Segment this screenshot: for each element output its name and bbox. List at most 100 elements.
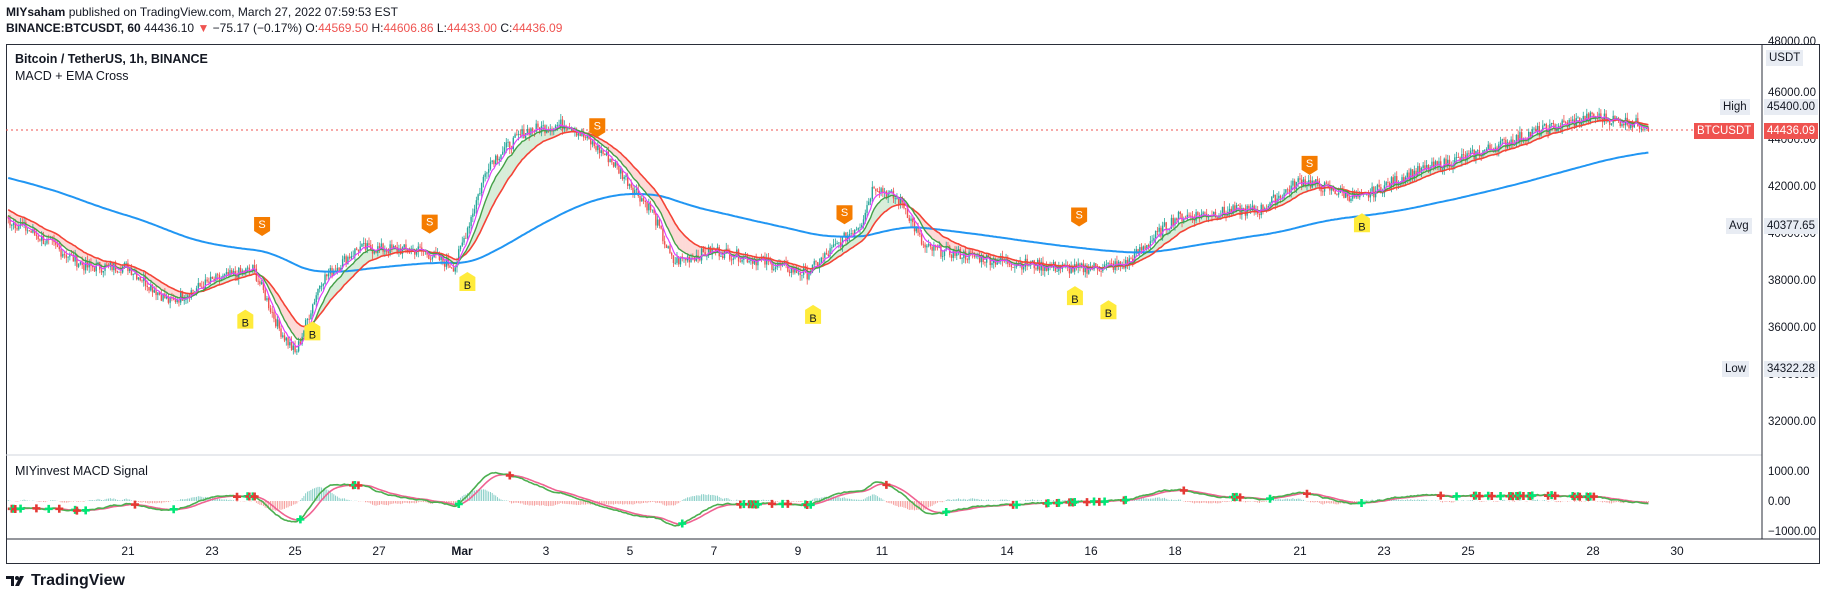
ema-cloud <box>45 229 47 237</box>
candle-body <box>1056 271 1058 272</box>
candle-body <box>1499 140 1502 145</box>
candle-body <box>760 258 763 260</box>
ema-cloud <box>874 206 876 225</box>
macd-indicator-title[interactable]: MIYinvest MACD Signal <box>15 464 148 478</box>
candle-body <box>864 212 866 220</box>
candle-body <box>736 249 738 258</box>
candle-body <box>157 292 159 296</box>
ema-cloud <box>490 183 493 211</box>
macd-cross-marker <box>1551 491 1560 500</box>
candle-body <box>463 237 465 243</box>
candle-body <box>69 254 71 257</box>
candle-body <box>667 246 669 249</box>
macd-cross-marker <box>32 504 41 513</box>
candle-body <box>700 248 703 261</box>
ema-cloud <box>638 171 641 187</box>
ema-cloud <box>1174 226 1177 237</box>
svg-text:B: B <box>1358 221 1365 233</box>
candle-body <box>172 298 175 300</box>
candle-body <box>340 267 342 271</box>
candle-body <box>1063 264 1065 266</box>
candle-body <box>1600 113 1602 118</box>
candle-body <box>1248 205 1250 209</box>
ema-cloud <box>881 198 883 216</box>
candle-body <box>1468 153 1470 155</box>
buy-signal-marker: B <box>1066 286 1083 306</box>
candle-body <box>130 268 133 276</box>
candle-body <box>546 130 548 134</box>
candle-body <box>732 258 734 260</box>
candle-body <box>384 250 386 252</box>
candle-body <box>211 276 214 279</box>
candle-body <box>1520 132 1523 141</box>
candle-body <box>287 337 289 346</box>
candle-body <box>403 244 405 248</box>
tradingview-logo[interactable]: TradingView <box>6 572 125 590</box>
candle-body <box>1422 165 1424 169</box>
candle-body <box>466 228 469 239</box>
symbol-line: BINANCE:BTCUSDT, 60 44436.10 ▼ −75.17 (−… <box>6 20 562 36</box>
candle-body <box>517 134 520 135</box>
ema-cloud <box>69 243 72 252</box>
candle-body <box>658 219 661 226</box>
ema-cloud <box>367 249 370 263</box>
candle-body <box>1545 123 1548 130</box>
candle-body <box>375 252 377 254</box>
ema-cloud <box>379 248 382 258</box>
candle-body <box>766 258 768 265</box>
candle-body <box>665 244 668 249</box>
candle-body <box>333 270 335 276</box>
candle-body <box>174 298 177 303</box>
ema-cloud <box>349 264 352 280</box>
time-tick: 25 <box>1461 544 1475 558</box>
macd-cross-marker <box>1475 492 1484 501</box>
ema-cloud <box>152 276 155 284</box>
candle-body <box>813 261 815 265</box>
candle-body <box>690 257 692 263</box>
candle-body <box>1501 139 1504 141</box>
candle-body <box>231 270 233 274</box>
candle-body <box>516 134 518 136</box>
currency-label[interactable]: USDT <box>1766 50 1804 66</box>
ema-cloud <box>668 210 670 233</box>
indicator-title[interactable]: MACD + EMA Cross <box>15 69 129 83</box>
candle-body <box>83 265 85 271</box>
ema-cloud <box>1463 159 1466 165</box>
series-title[interactable]: Bitcoin / TetherUS, 1h, BINANCE <box>15 52 208 66</box>
time-tick: 21 <box>121 544 135 558</box>
publisher-name[interactable]: MIYsaham <box>6 5 66 19</box>
candle-body <box>896 197 898 199</box>
time-tick: 23 <box>1377 544 1391 558</box>
candle-body <box>1427 165 1430 172</box>
candle-body <box>637 189 639 196</box>
candle-body <box>790 267 793 273</box>
ema-cloud <box>877 202 880 220</box>
candle-body <box>479 192 481 195</box>
candle-body <box>542 125 544 127</box>
time-tick: Mar <box>451 544 473 558</box>
macd-tick: 1000.00 <box>1768 466 1810 478</box>
candle-body <box>866 205 868 213</box>
candle-body <box>618 165 620 174</box>
candle-body <box>405 244 407 249</box>
ema-cloud <box>504 160 507 186</box>
candle-body <box>313 302 316 305</box>
candle-body <box>890 190 893 192</box>
candle-body <box>1218 216 1220 219</box>
svg-text:S: S <box>1075 210 1082 222</box>
macd-cross-marker <box>354 481 363 490</box>
ema-cloud <box>1178 222 1181 234</box>
candle-body <box>634 190 636 194</box>
candle-body <box>37 236 39 240</box>
candle-body <box>836 242 838 244</box>
candle-body <box>1638 126 1641 129</box>
candle-body <box>598 145 601 154</box>
candle-body <box>567 127 569 129</box>
ema-cloud <box>284 304 287 323</box>
chart-frame[interactable] <box>6 44 1820 564</box>
candle-body <box>1235 205 1238 212</box>
candle-body <box>1014 266 1016 268</box>
candle-body <box>1290 185 1292 193</box>
candle-body <box>415 251 418 255</box>
